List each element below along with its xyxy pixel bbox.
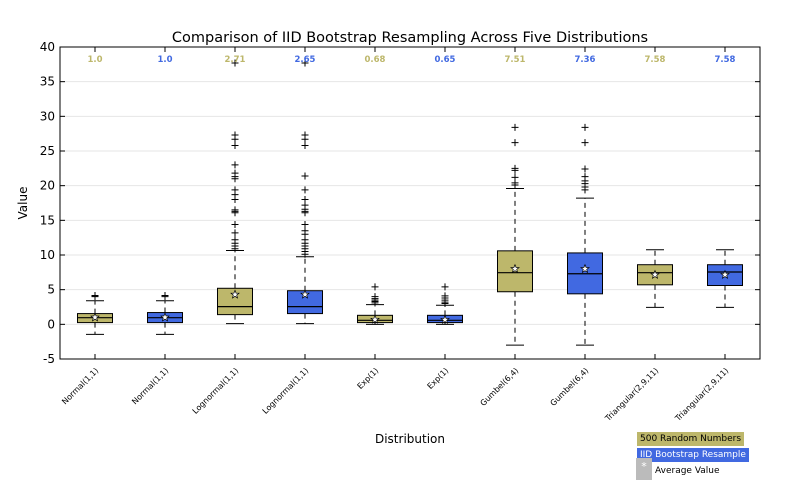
legend-original: 500 Random Numbers [637,432,745,446]
top-label: 7.58 [645,55,666,65]
x-tick-label: Gumbel(6,4) [479,366,521,408]
outlier-marker [231,220,239,228]
outlier-marker [231,131,239,139]
top-label: 1.0 [87,55,102,65]
x-ticks: Normal(1,1) Normal(1,1) Lognormal(1,1) Logn… [60,47,730,424]
y-tick-label: 20 [40,179,55,193]
x-axis-label: Distribution [375,432,445,446]
mean-star-marker [300,289,310,299]
y-ticks: -5 0 5 10 15 20 25 30 35 40 [40,40,760,366]
outlier-marker [231,186,239,194]
mean-star-marker [580,263,590,274]
outlier-marker [231,59,239,67]
y-tick-label: 0 [47,317,55,331]
mean-star-marker [370,314,380,324]
top-label: 7.58 [715,55,736,65]
box-original [217,59,253,325]
outlier-marker [441,283,449,291]
outlier-marker [301,196,309,204]
y-tick-label: 5 [47,283,55,297]
mean-star-marker [440,314,450,324]
x-tick-label: Triangular(2,9,11) [603,366,661,424]
outlier-marker [231,161,239,169]
outlier-marker [371,283,379,291]
outlier-marker [231,229,239,237]
outlier-marker [511,164,519,172]
box-bootstrap [147,292,183,335]
mean-star-marker [650,269,660,279]
top-label: 2.71 [225,55,246,65]
outlier-marker [91,292,99,300]
box-bootstrap [567,123,603,346]
plot-frame [59,46,761,360]
outlier-marker [231,236,239,244]
box-original [357,283,393,325]
top-labels: 1.0 1.0 2.71 2.65 0.68 0.65 7.51 7.36 7.58 7.58 [87,55,735,65]
y-tick-label: 25 [40,144,55,158]
y-tick-label: 30 [40,109,55,123]
outlier-marker [371,293,379,301]
chart-title: Comparison of IID Bootstrap Resampling A… [172,30,648,46]
mean-star-marker [510,263,520,274]
outlier-marker [511,139,519,147]
legend-mean-marker-icon: * [636,458,652,480]
x-tick-label: Lognormal(1,1) [261,366,311,416]
outlier-marker [581,139,589,147]
outlier-marker [301,59,309,67]
boxes [77,59,743,346]
mean-star-marker [90,312,100,322]
outlier-marker [301,227,309,235]
outlier-marker [511,173,519,181]
outlier-marker [301,172,309,180]
outlier-marker [231,141,239,149]
x-tick-label: Gumbel(6,4) [549,366,591,408]
x-tick-label: Normal(1,1) [60,366,100,406]
outlier-marker [441,292,449,300]
box-bootstrap [707,249,743,308]
top-label: 0.68 [365,55,386,65]
outlier-marker [581,165,589,173]
top-label: 0.65 [435,55,456,65]
mean-star-marker [720,269,730,279]
box-original [637,249,673,308]
y-tick-label: 35 [40,75,55,89]
outlier-marker [301,141,309,149]
outlier-marker [581,123,589,131]
x-tick-label: Normal(1,1) [130,366,170,406]
top-label: 7.51 [505,55,526,65]
box-original [497,123,533,346]
y-tick-label: 10 [40,248,55,262]
mean-star-marker [230,289,240,299]
legend-bootstrap: IID Bootstrap Resample [637,448,749,462]
x-tick-label: Exp(1) [356,366,381,391]
top-label: 1.0 [157,55,172,65]
x-tick-label: Lognormal(1,1) [191,366,241,416]
top-label: 2.65 [295,55,316,65]
legend-mean: Average Value [655,466,720,476]
box-original [77,292,113,335]
box-bootstrap [287,59,323,325]
outlier-marker [231,206,239,214]
y-tick-label: -5 [43,352,55,366]
box-bootstrap [427,283,463,325]
outlier-marker [511,123,519,131]
outlier-marker [301,220,309,228]
x-tick-label: Triangular(2,9,11) [673,366,731,424]
mean-star-marker [160,312,170,322]
y-tick-label: 15 [40,213,55,227]
y-tick-label: 40 [40,40,55,54]
outlier-marker [581,173,589,181]
outlier-marker [301,131,309,139]
x-tick-label: Exp(1) [426,366,451,391]
outlier-marker [301,186,309,194]
y-axis-label: Value [16,187,30,220]
outlier-marker [161,292,169,300]
top-label: 7.36 [575,55,596,65]
outlier-marker [231,169,239,177]
box-body [497,250,533,293]
